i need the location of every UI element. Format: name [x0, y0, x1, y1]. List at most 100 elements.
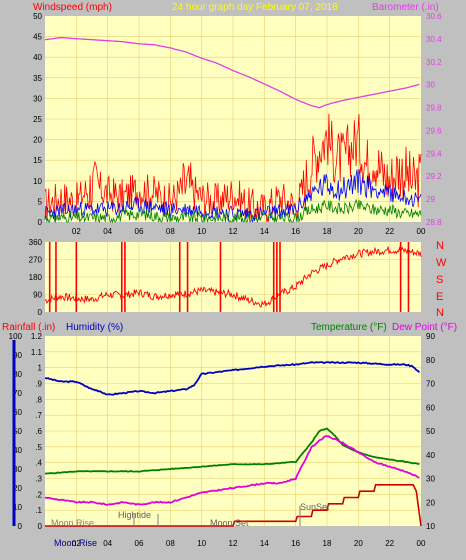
humidity-line: [44, 361, 421, 396]
temperature-tick-label: 10: [426, 522, 435, 531]
humidity-temperature-series: [44, 361, 422, 527]
x-tick-label: 10: [197, 539, 206, 548]
windspeed-tick-label: 25: [33, 115, 42, 124]
annotation-hightide: Hightide: [118, 510, 151, 520]
temperature-tick-label: 30: [426, 475, 435, 484]
temperature-tick-label: 60: [426, 403, 435, 412]
x-tick-label: 16: [291, 539, 300, 548]
humidity-tick-label: 20: [13, 484, 22, 493]
humidity-label: Humidity (%): [66, 322, 123, 333]
x-tick-label: 12: [229, 227, 238, 236]
x-tick-label: 20: [354, 227, 363, 236]
temperature-tick-label: 90: [426, 332, 435, 341]
graph-title: 24 hour graph day February 07, 2018: [172, 2, 338, 13]
rainfall-tick-label: .6: [35, 427, 42, 436]
rainfall-line: [45, 483, 422, 527]
dewpoint-line: [44, 435, 420, 506]
windspeed-tick-label: 20: [33, 136, 42, 145]
humidity-temperature-axes: 01020304050607080901000.1.2.3.4.5.6.7.8.…: [9, 332, 436, 548]
rainfall-tick-label: .1: [35, 506, 42, 515]
rainfall-tick-label: .4: [35, 459, 42, 468]
x-tick-label: 00: [417, 539, 426, 548]
barometer-line: [44, 36, 420, 109]
wind-low-line: [44, 198, 422, 224]
windspeed-tick-label: 45: [33, 33, 42, 42]
humidity-tick-label: 40: [13, 446, 22, 455]
rainfall-label: Rainfall (.in): [2, 322, 55, 333]
x-tick-label: 04: [103, 539, 112, 548]
barometer-tick-label: 29.8: [426, 104, 442, 113]
annotation-moon-rise-bottom: Moon Rise: [54, 538, 97, 548]
direction-tick-label: 180: [29, 273, 43, 282]
annotation-moon-rise: Moon Rise: [51, 518, 94, 528]
x-tick-label: 14: [260, 227, 269, 236]
windspeed-tick-label: 5: [38, 197, 43, 206]
windspeed-tick-label: 15: [33, 156, 42, 165]
humidity-tick-label: 0: [18, 522, 23, 531]
x-tick-label: 10: [197, 227, 206, 236]
rainfall-tick-label: .2: [35, 490, 42, 499]
barometer-tick-label: 29: [426, 195, 435, 204]
x-tick-label: 12: [229, 539, 238, 548]
x-tick-label: 22: [385, 539, 394, 548]
x-tick-label: 04: [103, 227, 112, 236]
astro-annotations: Moon Rise Hightide Moon Set SunSet Moon …: [51, 502, 330, 548]
humidity-tick-label: 30: [13, 465, 22, 474]
windspeed-line: [44, 113, 422, 223]
windspeed-tick-label: 0: [38, 218, 43, 227]
rainfall-tick-label: 1: [38, 364, 43, 373]
dewpoint-label: Dew Point (°F): [392, 322, 457, 333]
compass-letter-w: W: [436, 257, 447, 269]
x-tick-label: 06: [135, 539, 144, 548]
temperature-label: Temperature (°F): [311, 322, 387, 333]
compass-letter-s: S: [436, 274, 443, 286]
rainfall-tick-label: .5: [35, 443, 42, 452]
temperature-tick-label: 20: [426, 498, 435, 507]
direction-tick-label: 270: [29, 256, 43, 265]
direction-tick-label: 90: [33, 291, 42, 300]
direction-tick-label: 360: [29, 238, 43, 247]
rainfall-tick-label: 1.2: [31, 332, 43, 341]
windspeed-tick-label: 10: [33, 177, 42, 186]
rainfall-tick-label: 0: [38, 522, 43, 531]
x-tick-label: 08: [166, 539, 175, 548]
temperature-tick-label: 40: [426, 451, 435, 460]
compass-letter-n-top: N: [436, 240, 444, 252]
humidity-tick-label: 90: [13, 351, 22, 360]
x-tick-label: 18: [323, 227, 332, 236]
wind-barometer-axes: 0 5 10 15 20 25 30 35 40 45 50 28.8 29 29.2 29.4 29.6 29…: [33, 12, 442, 236]
barometer-tick-label: 29.6: [426, 126, 442, 135]
annotation-sunset: SunSet: [300, 502, 330, 512]
x-tick-label: 08: [166, 227, 175, 236]
x-tick-label: 00: [417, 227, 426, 236]
windspeed-tick-label: 30: [33, 94, 42, 103]
barometer-header-label: Barometer (.in): [372, 2, 439, 13]
barometer-tick-label: 30.6: [426, 12, 442, 21]
x-tick-label: 06: [135, 227, 144, 236]
temperature-tick-label: 80: [426, 356, 435, 365]
barometer-tick-label: 28.8: [426, 218, 442, 227]
barometer-tick-label: 30.4: [426, 35, 442, 44]
wind-barometer-series: [44, 36, 422, 224]
wind-mid-line: [44, 168, 422, 223]
humidity-tick-label: 50: [13, 427, 22, 436]
temperature-tick-label: 50: [426, 427, 435, 436]
x-tick-label: 20: [354, 539, 363, 548]
rainfall-tick-label: .7: [35, 411, 42, 420]
humidity-tick-label: 100: [9, 332, 23, 341]
windspeed-tick-label: 35: [33, 74, 42, 83]
humidity-tick-label: 10: [13, 503, 22, 512]
x-tick-label: 02: [72, 539, 81, 548]
humidity-tick-label: 70: [13, 389, 22, 398]
x-tick-label: 16: [291, 227, 300, 236]
direction-tick-label: 0: [38, 308, 43, 317]
wind-direction-series: [44, 242, 422, 312]
x-tick-label: 02: [72, 227, 81, 236]
humidity-tick-label: 60: [13, 408, 22, 417]
rainfall-tick-label: 1.1: [31, 348, 43, 357]
windspeed-tick-label: 50: [33, 12, 42, 21]
barometer-tick-label: 30: [426, 81, 435, 90]
barometer-tick-label: 29.4: [426, 149, 442, 158]
